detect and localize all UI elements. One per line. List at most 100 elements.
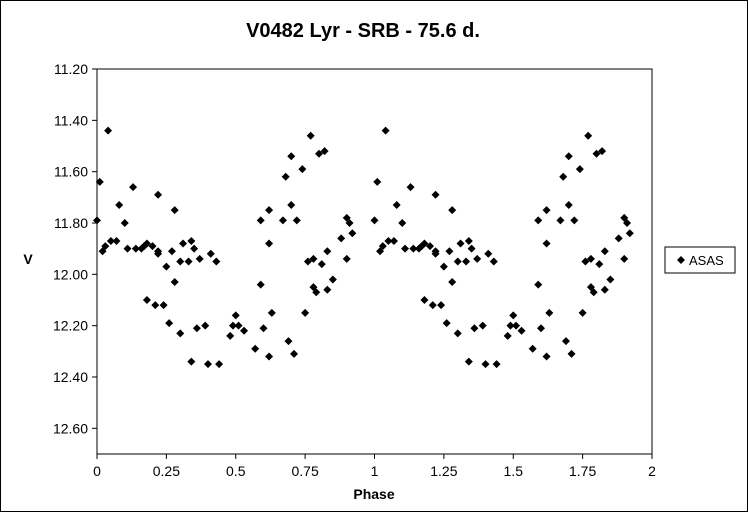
legend-marker-diamond — [677, 256, 685, 264]
data-point — [226, 331, 235, 340]
data-point — [448, 278, 457, 287]
data-point — [154, 249, 163, 258]
data-point — [401, 244, 410, 253]
data-point — [545, 308, 554, 317]
data-point — [267, 308, 276, 317]
data-point — [240, 326, 249, 335]
data-point — [464, 236, 473, 245]
data-point — [104, 126, 113, 135]
data-point — [625, 229, 634, 238]
data-point — [320, 147, 329, 156]
data-point — [176, 257, 185, 266]
x-tick-label: 1.75 — [569, 463, 596, 479]
y-tick-label: 12.20 — [53, 318, 88, 334]
data-point — [528, 344, 537, 353]
y-tick-label: 12.60 — [53, 420, 88, 436]
data-points — [93, 126, 634, 369]
data-point — [398, 219, 407, 227]
data-point — [561, 337, 570, 346]
data-point — [462, 257, 471, 266]
data-point — [370, 216, 379, 225]
data-point — [492, 360, 501, 369]
legend: ASAS — [664, 246, 736, 274]
data-point — [206, 249, 215, 258]
data-point — [256, 280, 265, 289]
data-point — [93, 216, 101, 225]
data-point — [453, 257, 462, 266]
data-point — [129, 183, 138, 192]
data-point — [431, 249, 440, 258]
data-point — [542, 239, 551, 248]
data-point — [600, 247, 609, 256]
data-point — [567, 349, 576, 358]
data-point — [426, 242, 434, 251]
data-point — [537, 324, 545, 333]
data-point — [187, 236, 196, 245]
data-point — [101, 242, 110, 251]
data-point — [187, 357, 196, 366]
data-point — [106, 236, 115, 245]
legend-label: ASAS — [689, 253, 724, 268]
data-point — [328, 275, 337, 284]
data-point — [470, 324, 479, 333]
data-point — [306, 131, 315, 140]
data-point — [298, 165, 307, 174]
x-tick-label: 0.75 — [292, 463, 319, 479]
data-point — [556, 216, 565, 225]
data-point — [534, 216, 543, 225]
y-axis-title: V — [23, 251, 33, 267]
data-point — [142, 239, 151, 248]
data-point — [204, 360, 212, 369]
data-point — [420, 239, 429, 248]
data-point — [120, 219, 129, 227]
data-point — [251, 344, 260, 353]
data-point — [265, 352, 274, 361]
data-point — [123, 244, 132, 253]
data-point — [623, 219, 632, 227]
data-point — [312, 288, 321, 297]
data-point — [406, 183, 415, 192]
data-point — [315, 149, 323, 158]
data-point — [384, 236, 393, 245]
data-point — [448, 206, 457, 215]
data-point — [481, 360, 490, 369]
data-point — [512, 321, 521, 330]
data-point — [442, 319, 451, 328]
data-point — [509, 311, 518, 320]
data-point — [570, 216, 579, 225]
y-axis: 11.20 11.40 11.60 11.80 12.00 12.20 12.40 12.60 — [53, 61, 97, 436]
data-point — [592, 149, 601, 158]
data-point — [578, 308, 587, 317]
data-point — [215, 360, 224, 369]
data-point — [167, 247, 176, 256]
data-point — [489, 257, 498, 266]
data-point — [478, 321, 487, 330]
data-point — [234, 321, 243, 330]
data-point — [389, 236, 398, 245]
data-point — [559, 172, 568, 181]
x-tick-label: 1 — [371, 463, 379, 479]
data-point — [564, 201, 573, 210]
data-point — [575, 165, 584, 174]
data-point — [256, 216, 265, 225]
y-tick-label: 12.00 — [53, 266, 88, 282]
data-point — [323, 285, 332, 294]
y-tick-label: 12.40 — [53, 369, 88, 385]
x-axis: 0 0.25 0.5 0.75 1 1.25 1.5 1.75 2 — [93, 454, 656, 479]
data-point — [431, 190, 440, 199]
y-tick-label: 11.80 — [54, 215, 88, 231]
data-point — [564, 152, 573, 161]
data-point — [303, 257, 312, 266]
data-point — [287, 152, 296, 161]
data-point — [184, 257, 193, 266]
data-point — [151, 301, 160, 310]
data-point — [131, 244, 140, 253]
data-point — [284, 337, 293, 346]
chart-title: V0482 Lyr - SRB - 75.6 d. — [246, 20, 480, 42]
data-point — [265, 239, 274, 248]
data-point — [437, 301, 446, 310]
data-point — [170, 206, 179, 215]
data-point — [170, 278, 179, 287]
data-point — [381, 126, 390, 135]
